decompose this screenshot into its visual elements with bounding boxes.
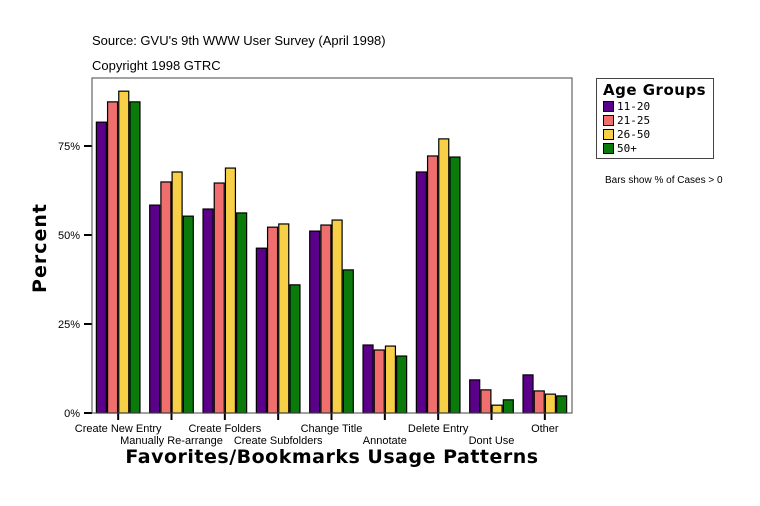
bar: [426, 155, 439, 414]
bar: [213, 182, 225, 414]
x-tick-label: Annotate: [363, 435, 407, 447]
bar: [160, 181, 172, 414]
bar: [522, 374, 534, 414]
bar: [236, 212, 248, 414]
bar: [129, 101, 141, 414]
bar: [255, 247, 267, 414]
x-tick-label: Change Title: [301, 423, 363, 435]
legend-item-26-50: 26-50: [603, 128, 650, 141]
bar: [544, 393, 557, 414]
y-tick-label: 25%: [58, 319, 80, 331]
plot-frame: [91, 77, 573, 414]
bar: [309, 230, 321, 414]
bar: [289, 284, 301, 414]
legend-title: Age Groups: [603, 81, 707, 99]
bar: [118, 90, 130, 414]
bar: [106, 101, 119, 414]
bar: [95, 121, 107, 414]
bar: [171, 171, 183, 414]
legend-swatch: [603, 101, 614, 112]
legend-item-21-25: 21-25: [603, 114, 650, 127]
legend-label: 26-50: [617, 128, 651, 141]
bar: [415, 171, 427, 414]
bar: [533, 390, 545, 414]
legend-item-11-20: 11-20: [603, 100, 650, 113]
y-axis-label: Percent: [29, 203, 51, 293]
x-axis-label: Favorites/Bookmarks Usage Patterns: [125, 446, 539, 468]
bar: [362, 344, 374, 414]
bar: [373, 349, 385, 414]
legend: Age Groups 11-20 21-25 26-50 50+: [596, 78, 714, 159]
bar: [396, 355, 408, 414]
bar: [149, 204, 161, 414]
y-tick-label: 75%: [58, 141, 80, 153]
bar: [480, 389, 492, 414]
bar: [491, 404, 503, 414]
legend-label: 50+: [617, 142, 637, 155]
bar: [266, 226, 279, 414]
y-tick-label: 50%: [58, 230, 80, 242]
bar: [502, 399, 514, 414]
bar: [469, 379, 481, 414]
bars-note: Bars show % of Cases > 0: [605, 175, 723, 186]
bar: [320, 224, 332, 414]
x-tick-label: Delete Entry: [408, 423, 469, 435]
x-tick-label: Other: [531, 423, 559, 435]
legend-item-50plus: 50+: [603, 142, 637, 155]
bar: [556, 395, 568, 414]
x-tick-label: Manually Re-arrange: [120, 435, 223, 447]
legend-label: 21-25: [617, 114, 651, 127]
bar: [449, 156, 461, 414]
bar: [331, 219, 343, 414]
bar: [182, 215, 194, 414]
x-tick-label: Dont Use: [469, 435, 515, 447]
legend-swatch: [603, 143, 614, 154]
legend-swatch: [603, 129, 614, 140]
y-tick-label: 0%: [64, 408, 80, 420]
bar: [342, 269, 354, 414]
bar: [278, 223, 290, 414]
legend-swatch: [603, 115, 614, 126]
source-caption: Source: GVU's 9th WWW User Survey (April…: [92, 33, 386, 48]
bar: [224, 167, 237, 414]
x-tick-label: Create Folders: [188, 423, 261, 435]
x-tick-label: Create Subfolders: [234, 435, 323, 447]
copyright-caption: Copyright 1998 GTRC: [92, 58, 221, 73]
bar: [438, 138, 450, 414]
bar: [202, 208, 214, 414]
bar: [384, 345, 397, 414]
legend-label: 11-20: [617, 100, 651, 113]
x-tick-label: Create New Entry: [75, 423, 162, 435]
